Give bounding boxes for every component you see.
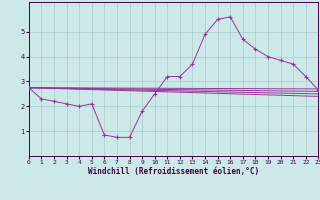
X-axis label: Windchill (Refroidissement éolien,°C): Windchill (Refroidissement éolien,°C): [88, 167, 259, 176]
